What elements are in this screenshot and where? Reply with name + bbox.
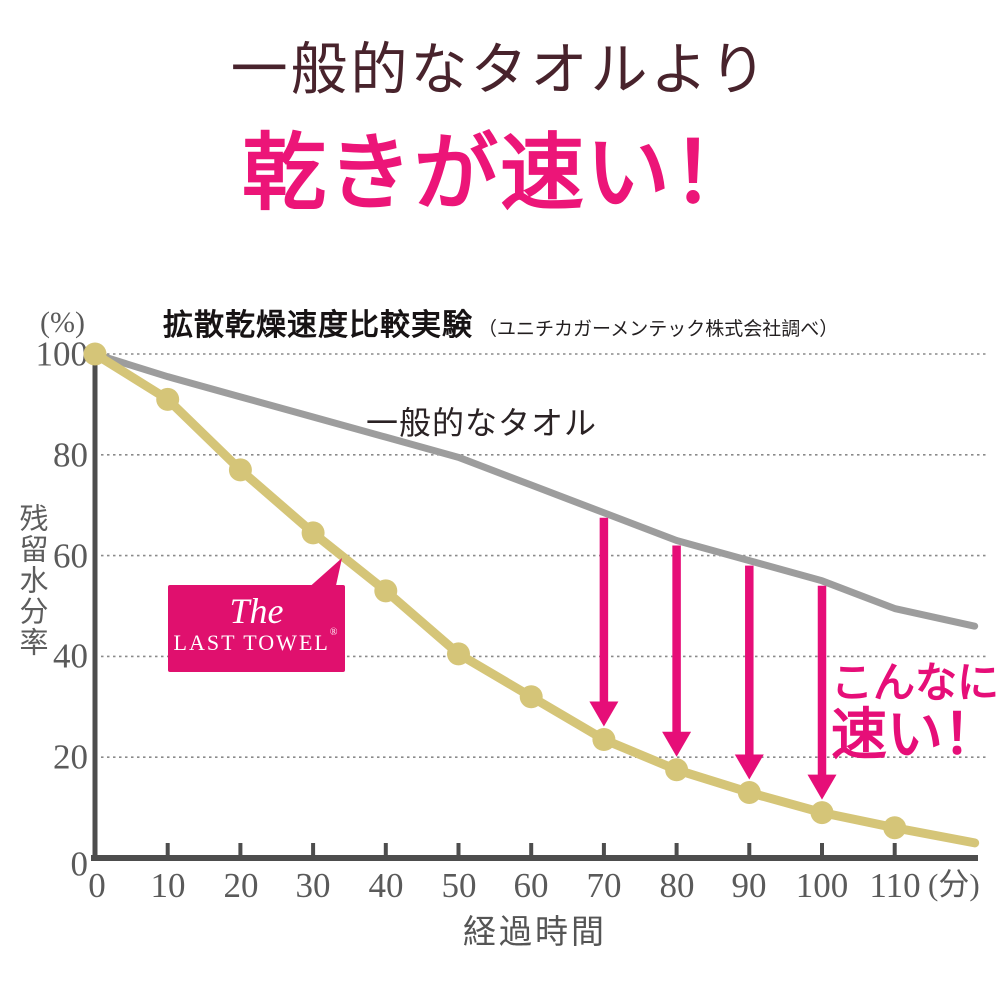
y-tick-label: 20 bbox=[53, 737, 88, 777]
x-tick-label: 90 bbox=[731, 866, 767, 905]
x-tick-label: 60 bbox=[513, 866, 549, 905]
annotation-line2: 速い！ bbox=[831, 703, 999, 767]
x-axis-unit-label: (分) bbox=[928, 867, 980, 902]
registered-mark: ® bbox=[329, 627, 340, 638]
chart-header: 拡散乾燥速度比較実験 （ユニチカガーメンテック株式会社調べ） bbox=[163, 300, 838, 344]
y-tick-label: 0 bbox=[70, 844, 89, 884]
y-tick-label: 100 bbox=[35, 334, 89, 374]
brand-name-text: LAST TOWEL bbox=[173, 630, 330, 655]
annotation-line1: こんなに bbox=[830, 659, 999, 706]
y-tick-label: 60 bbox=[53, 536, 88, 576]
brand-the: The bbox=[229, 591, 284, 631]
y-axis-title: 残留水分率 bbox=[15, 503, 47, 658]
series-label-last-towel-badge: The LAST TOWEL® bbox=[168, 585, 345, 672]
headline-main: 乾きが速い！ bbox=[241, 126, 758, 220]
x-tick-label: 40 bbox=[368, 866, 404, 905]
series-label-generic-towel: 一般的なタオル bbox=[366, 405, 598, 441]
x-tick-label: 70 bbox=[586, 866, 622, 905]
x-tick-label: 110 bbox=[869, 866, 921, 905]
x-tick-label: 0 bbox=[88, 866, 106, 905]
x-tick-label: 50 bbox=[441, 866, 477, 905]
annotation-so-fast: こんなに 速い！ bbox=[810, 660, 1000, 766]
y-tick-label: 80 bbox=[53, 435, 88, 475]
x-tick-label: 80 bbox=[659, 866, 695, 905]
y-tick-label: 40 bbox=[53, 636, 88, 676]
chart-title: 拡散乾燥速度比較実験 bbox=[163, 309, 473, 342]
brand-name: LAST TOWEL® bbox=[168, 628, 345, 655]
y-axis-unit-label: (%) bbox=[40, 306, 85, 339]
x-tick-label: 100 bbox=[795, 866, 849, 905]
x-tick-label: 10 bbox=[150, 866, 186, 905]
headline-top: 一般的なタオルより bbox=[230, 38, 770, 102]
x-tick-label: 30 bbox=[295, 866, 331, 905]
chart-subtitle: （ユニチカガーメンテック株式会社調べ） bbox=[478, 319, 839, 340]
x-tick-label: 20 bbox=[223, 866, 259, 905]
x-axis-title: 経過時間 bbox=[463, 915, 607, 951]
